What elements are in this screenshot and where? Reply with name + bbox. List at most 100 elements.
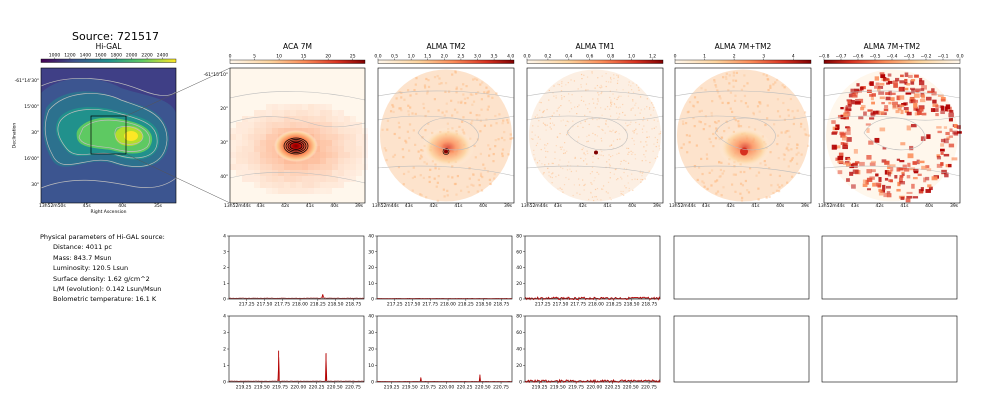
noise-speckle: [543, 172, 545, 174]
noise-blob: [915, 88, 921, 92]
aca-pixel: [248, 146, 254, 152]
aca-pixel: [230, 128, 236, 134]
noise-speckle: [618, 152, 620, 154]
aca-pixel: [350, 116, 356, 122]
noise-blob: [904, 78, 908, 82]
aca-pixel: [284, 158, 290, 164]
noise-speckle: [460, 101, 463, 104]
noise-speckle: [488, 147, 492, 151]
noise-speckle: [718, 160, 721, 164]
noise-speckle: [740, 100, 743, 103]
colorbar-bar-0: [40, 58, 177, 63]
aca-pixel: [266, 188, 272, 194]
noise-speckle: [585, 89, 587, 91]
noise-speckle: [658, 133, 660, 135]
aca-pixel: [332, 116, 338, 122]
aca-pixel: [278, 164, 284, 170]
aca-pixel: [248, 152, 254, 158]
noise-blob: [869, 162, 876, 166]
noise-speckle: [787, 114, 790, 117]
noise-speckle: [632, 91, 635, 93]
noise-speckle: [579, 193, 581, 196]
noise-speckle: [623, 167, 626, 170]
noise-speckle: [631, 137, 633, 140]
aca-pixel: [266, 104, 272, 110]
noise-speckle: [578, 184, 581, 186]
aca-pixel: [230, 164, 236, 170]
noise-speckle: [590, 192, 592, 194]
noise-speckle: [739, 182, 743, 185]
noise-speckle: [715, 192, 718, 195]
aca-pixel: [344, 122, 350, 128]
noise-speckle: [613, 77, 615, 80]
noise-speckle: [740, 88, 744, 91]
noise-speckle: [648, 136, 650, 138]
noise-speckle: [610, 99, 612, 101]
spec-x-tick-label: 217.50: [257, 302, 273, 308]
aca-pixel: [248, 170, 254, 176]
noise-speckle: [610, 103, 613, 105]
noise-speckle: [555, 97, 557, 99]
aca-pixel: [338, 140, 344, 146]
noise-speckle: [584, 114, 586, 116]
noise-speckle: [776, 98, 780, 101]
noise-speckle: [561, 85, 563, 87]
colorbar-label-3-4: 0.8: [607, 54, 614, 60]
noise-speckle: [648, 108, 651, 110]
noise-speckle: [589, 173, 592, 175]
higal-contour-1: [57, 109, 158, 159]
noise-speckle: [551, 115, 553, 117]
noise-speckle: [559, 159, 561, 161]
noise-speckle: [594, 196, 596, 198]
noise-speckle: [441, 111, 444, 114]
noise-speckle: [404, 139, 407, 142]
noise-speckle: [553, 95, 555, 97]
noise-blob: [877, 87, 881, 92]
noise-speckle: [548, 99, 550, 101]
noise-blob: [837, 170, 843, 175]
noise-blob: [850, 100, 855, 105]
noise-speckle: [608, 163, 611, 165]
compact-source-2: [444, 149, 448, 154]
noise-speckle: [420, 194, 423, 197]
zoom-box: [90, 115, 127, 155]
noise-blob: [899, 104, 905, 107]
noise-speckle: [641, 128, 644, 130]
y-tick-label-1-1: 20": [220, 107, 228, 112]
noise-blob: [945, 104, 951, 110]
noise-blob: [915, 108, 920, 112]
noise-speckle: [594, 87, 596, 89]
aca-pixel: [278, 182, 284, 188]
noise-speckle: [444, 82, 448, 85]
noise-blob: [948, 163, 952, 168]
noise-speckle: [716, 89, 719, 92]
noise-blob: [923, 177, 927, 183]
noise-speckle: [688, 101, 692, 104]
spec-x-tick-label: 218.75: [493, 302, 509, 308]
y-tick-label-1-0: -61°15'10": [203, 73, 228, 78]
x-tick-label-1-3: 41s: [305, 204, 314, 209]
noise-speckle: [412, 129, 415, 132]
spec-x-tick-label: 218.50: [624, 302, 640, 308]
noise-speckle: [442, 188, 445, 191]
noise-speckle: [479, 119, 482, 122]
noise-speckle: [656, 141, 658, 143]
noise-blob: [912, 176, 918, 180]
noise-blob: [913, 93, 920, 98]
noise-speckle: [712, 132, 715, 136]
noise-blob: [892, 80, 898, 85]
noise-speckle: [588, 123, 590, 126]
noise-speckle: [566, 165, 569, 167]
noise-speckle: [555, 145, 557, 147]
aca-pixel: [302, 164, 308, 170]
noise-speckle: [539, 138, 541, 140]
x-tick-label-4-2: 42s: [726, 204, 735, 209]
noise-speckle: [493, 173, 496, 176]
aca-pixel: [254, 128, 260, 134]
noise-blob: [885, 185, 891, 189]
noise-blob: [943, 153, 950, 157]
aca-pixel: [302, 116, 308, 122]
aca-pixel: [248, 116, 254, 122]
noise-speckle: [475, 78, 479, 81]
